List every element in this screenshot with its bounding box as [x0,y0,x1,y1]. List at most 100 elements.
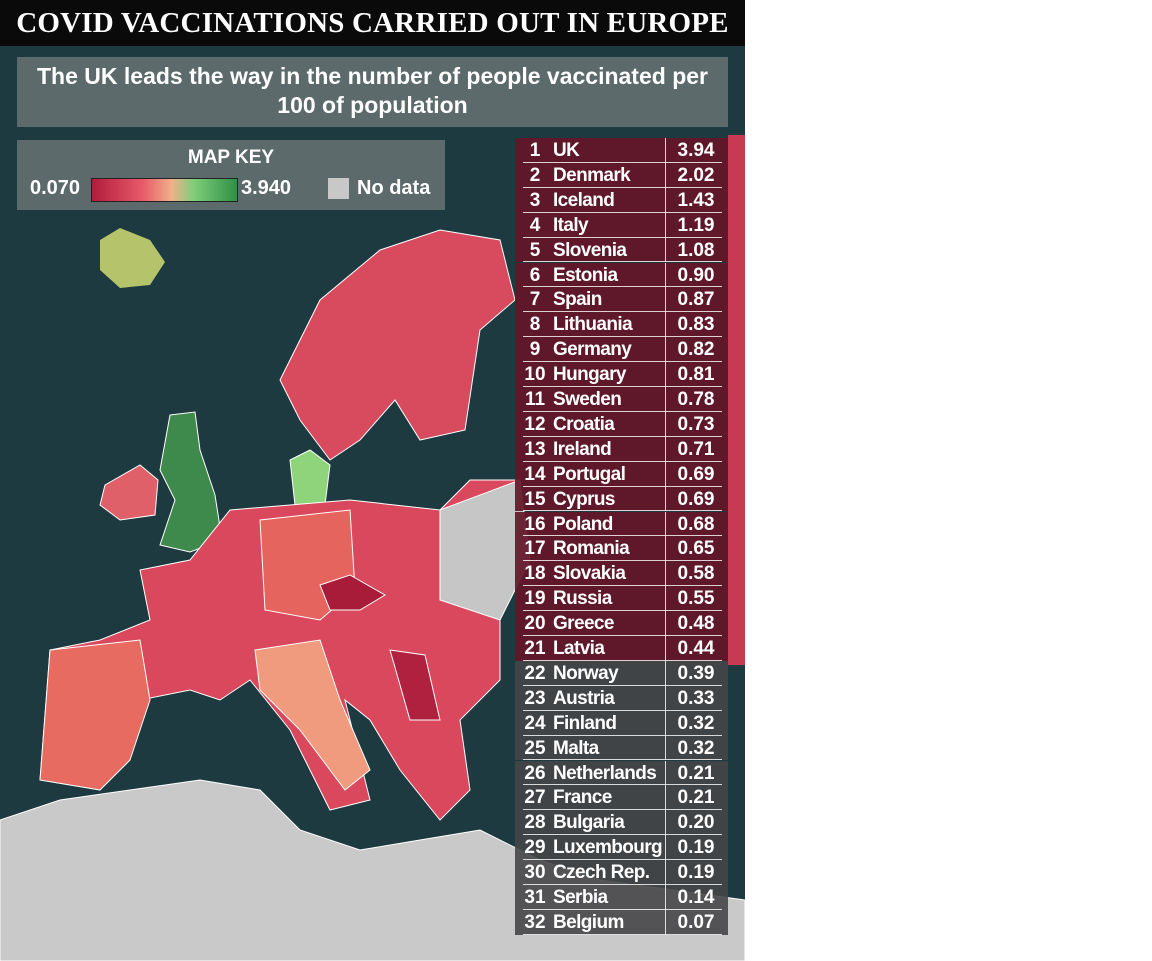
table-row: 25 Malta 0.32 [515,735,728,761]
rank: 11 [524,389,546,410]
value: 0.14 [677,887,715,908]
row-rule [523,933,722,935]
map-key-title: MAP KEY [187,147,275,168]
value: 0.90 [677,264,715,286]
value: 0.81 [677,364,715,386]
column-divider [665,212,666,238]
value: 0.87 [677,289,715,311]
table-row: 31 Serbia 0.14 [515,885,728,910]
table-row: 13 Ireland 0.71 [515,436,728,462]
column-divider [665,536,666,562]
column-divider [665,461,666,487]
value: 1.43 [677,189,715,211]
ranking-table: 1 UK 3.94 2 Denmark 2.02 3 Iceland 1.43 4 Italy 1.1… [515,138,728,950]
country: Italy [553,214,589,236]
value: 0.82 [677,339,715,361]
value: 0.32 [677,737,715,759]
table-row: 7 Spain 0.87 [515,287,728,313]
no-data-label: No data [357,177,431,199]
rank: 7 [529,289,541,311]
value: 0.07 [677,911,715,933]
value: 0.65 [677,538,715,560]
table-row: 21 Latvia 0.44 [515,636,728,661]
rank: 14 [524,463,546,485]
rank: 27 [524,787,546,809]
rank: 13 [524,438,546,460]
column-divider [665,237,666,263]
country: Iceland [553,189,615,211]
country: Netherlands [553,762,657,784]
column-divider [665,710,666,736]
row-rule [523,659,722,661]
row-rule [523,236,722,238]
country: Bulgaria [553,812,625,834]
country: Serbia [553,887,608,908]
serbia [389,649,441,721]
column-divider [665,735,666,761]
value: 0.68 [677,513,715,535]
country: Poland [553,513,613,535]
rank: 32 [524,911,546,933]
column-divider [665,785,666,811]
ireland [99,464,159,521]
row-rule [523,311,722,313]
table-row: 6 Estonia 0.90 [515,262,728,288]
column-divider [665,685,666,711]
value: 0.78 [677,389,715,410]
column-divider [665,436,666,462]
value: 3.94 [677,140,715,161]
row-rule [523,385,722,387]
rank: 9 [529,339,541,361]
row-rule [523,709,722,711]
column-divider [665,611,666,636]
rank: 24 [524,712,546,734]
rank: 30 [524,862,546,884]
rank: 10 [524,364,546,386]
value: 0.21 [677,762,715,784]
row-rule [523,809,722,811]
rank: 12 [524,413,546,435]
table-row: 27 France 0.21 [515,785,728,811]
column-divider [665,561,666,587]
rank: 25 [524,737,546,759]
row-rule [523,286,722,288]
column-divider [665,660,666,686]
country: Russia [553,588,612,610]
table-row: 24 Finland 0.32 [515,710,728,736]
column-divider [665,760,666,786]
table-row: 3 Iceland 1.43 [515,187,728,213]
table-row: 4 Italy 1.19 [515,212,728,238]
table-row: 10 Hungary 0.81 [515,362,728,387]
rank: 5 [529,239,541,261]
table-row: 22 Norway 0.39 [515,660,728,686]
country: Croatia [553,413,615,435]
table-row: 19 Russia 0.55 [515,586,728,612]
value: 0.55 [677,588,715,610]
rank: 3 [529,189,541,211]
country: Czech Rep. [553,862,650,884]
rank: 29 [524,837,546,859]
row-rule [523,211,722,213]
column-divider [665,835,666,861]
rank: 23 [524,687,546,709]
table-row: 1 UK 3.94 [515,138,728,163]
column-divider [665,636,666,661]
column-divider [665,511,666,537]
country: Germany [553,339,632,361]
value: 0.19 [677,837,715,859]
table-row: 20 Greece 0.48 [515,611,728,636]
table-row: 8 Lithuania 0.83 [515,312,728,338]
value: 0.32 [677,712,715,734]
column-divider [665,885,666,910]
rank: 15 [524,488,546,510]
denmark [289,449,331,506]
column-divider [665,486,666,512]
country: Austria [553,687,615,709]
rank: 2 [529,164,541,186]
row-rule [523,485,722,487]
table-row: 23 Austria 0.33 [515,685,728,711]
row-rule [523,908,722,910]
row-rule [523,186,722,188]
table-row: 18 Slovakia 0.58 [515,561,728,587]
italy [254,639,371,791]
